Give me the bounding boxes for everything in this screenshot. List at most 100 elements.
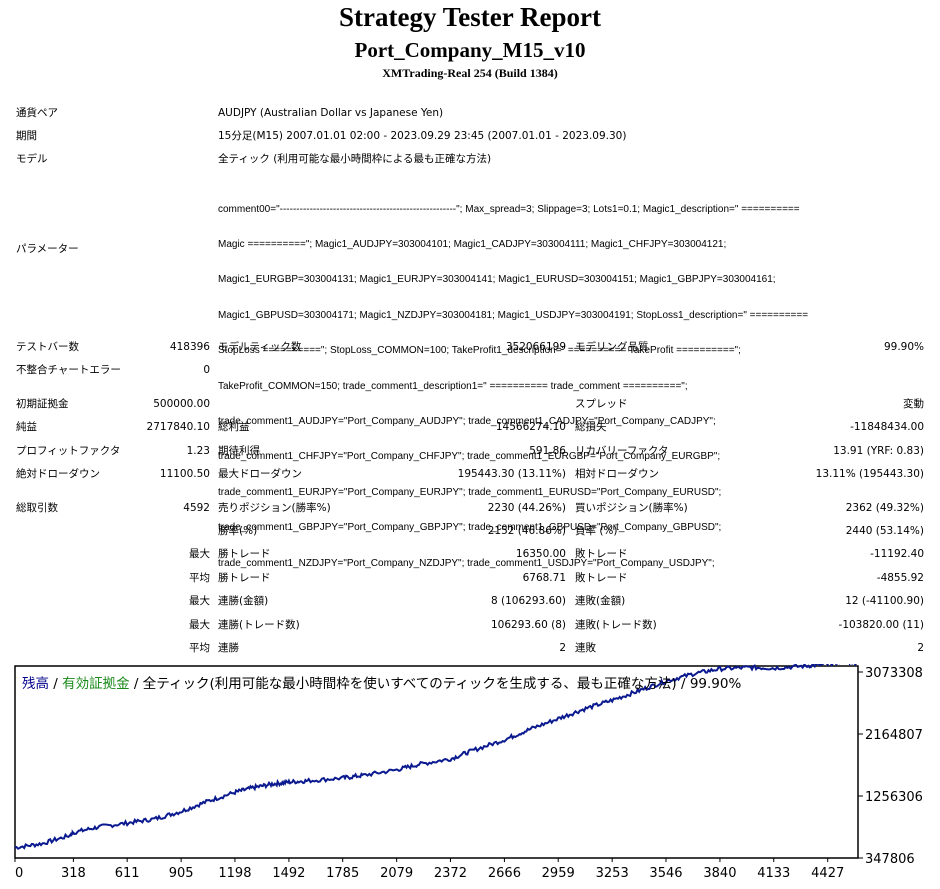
params-line: trade_comment1_EURJPY="Port_Company_EURJ… <box>218 486 722 498</box>
ticks-label: モデルティック数 <box>218 341 302 353</box>
max-loss-value: -11192.40 <box>870 548 924 560</box>
spread-value: 変動 <box>903 398 924 410</box>
gross-loss-label: 総損失 <box>575 421 607 433</box>
x-tick-label: 611 <box>115 866 140 881</box>
consec-win-trades-value: 106293.60 (8) <box>491 619 566 631</box>
avg-label: 平均 <box>189 642 210 654</box>
params-line: Magic1_EURGBP=303004131; Magic1_EURJPY=3… <box>218 274 776 286</box>
chart-title: 残高 / 有効証拠金 / 全ティック(利用可能な最小時間枠を使いすべてのティック… <box>22 672 741 692</box>
quality-label: モデリング品質 <box>575 341 649 353</box>
params-line: Magic =========="; Magic1_AUDJPY=3030041… <box>218 238 727 250</box>
max-label: 最大 <box>189 548 210 560</box>
chart-title-sep: / <box>49 676 63 692</box>
pf-label: プロフィットファクタ <box>16 445 121 457</box>
x-tick-label: 2666 <box>488 866 521 881</box>
bars-label: テストバー数 <box>16 341 79 353</box>
gross-profit-value: 14566274.10 <box>495 421 566 433</box>
avg-win-value: 6768.71 <box>522 572 566 584</box>
max-loss-label: 敗トレード <box>575 548 628 560</box>
y-tick-label: 1256306 <box>865 790 923 805</box>
recovery-label: リカバリーファクタ <box>575 445 669 457</box>
consec-win-money-value: 8 (106293.60) <box>491 595 566 607</box>
x-tick-label: 2959 <box>542 866 575 881</box>
pair-value: AUDJPY (Australian Dollar vs Japanese Ye… <box>218 107 444 119</box>
server-info: XMTrading-Real 254 (Build 1384) <box>382 66 558 80</box>
win-rate-value: 2152 (46.86%) <box>487 525 566 537</box>
x-tick-label: 3253 <box>596 866 629 881</box>
consec-loss-money-value: 12 (-41100.90) <box>845 595 924 607</box>
y-tick-label: 2164807 <box>865 728 923 743</box>
max-dd-label: 最大ドローダウン <box>218 468 302 480</box>
spread-label: スプレッド <box>575 398 628 410</box>
max-dd-value: 195443.30 (13.11%) <box>457 468 566 480</box>
params-line: trade_comment1_CHFJPY="Port_Company_CHFJ… <box>218 451 721 463</box>
params-label: パラメーター <box>16 243 79 255</box>
consec-loss-trades-label: 連敗(トレード数) <box>575 619 657 631</box>
rel-dd-value: 13.11% (195443.30) <box>815 468 924 480</box>
x-tick-label: 2079 <box>380 866 413 881</box>
equity-chart: 0 318 611 905 1198 1492 1785 2079 2372 2666 2959 32… <box>0 664 940 889</box>
net-label: 純益 <box>16 421 37 433</box>
short-label: 売りポジション(勝率%) <box>218 502 331 514</box>
avg-loss-label: 敗トレード <box>575 572 628 584</box>
deposit-value: 500000.00 <box>153 398 210 410</box>
pf-value: 1.23 <box>186 445 210 457</box>
consec-loss-trades-value: -103820.00 (11) <box>838 619 924 631</box>
params-line: Magic1_GBPUSD=303004171; Magic1_NZDJPY=3… <box>218 309 809 321</box>
max-win-value: 16350.00 <box>515 548 566 560</box>
consec-loss-money-label: 連敗(金額) <box>575 595 626 607</box>
avg-loss-value: -4855.92 <box>876 572 924 584</box>
long-value: 2362 (49.32%) <box>845 502 924 514</box>
y-tick-label: 347806 <box>865 852 915 867</box>
max-label: 最大 <box>189 619 210 631</box>
params-line: comment00="-----------------------------… <box>218 203 800 215</box>
report-title: Strategy Tester Report <box>339 2 601 32</box>
period-label: 期間 <box>16 130 37 142</box>
consec-win-money-label: 連勝(金額) <box>218 595 269 607</box>
params-line: trade_comment1_AUDJPY="Port_Company_AUDJ… <box>218 415 716 427</box>
mismatch-label: 不整合チャートエラー <box>16 364 121 376</box>
balance-line <box>14 664 858 850</box>
params-line: trade_comment1_GBPJPY="Port_Company_GBPJ… <box>218 522 722 534</box>
params-line: TakeProfit_COMMON=150; trade_comment1_de… <box>218 380 688 392</box>
net-value: 2717840.10 <box>146 421 210 433</box>
period-value: 15分足(M15) 2007.01.01 02:00 - 2023.09.29 … <box>218 130 627 142</box>
gross-profit-label: 総利益 <box>218 421 250 433</box>
total-trades-value: 4592 <box>183 502 210 514</box>
params-line: StopLoss =========="; StopLoss_COMMON=10… <box>218 345 741 357</box>
x-tick-label: 2372 <box>434 866 467 881</box>
avg-label: 平均 <box>189 572 210 584</box>
chart-title-balance: 残高 <box>22 676 49 692</box>
params-line: trade_comment1_NZDJPY="Port_Company_NZDJ… <box>218 557 715 569</box>
short-value: 2230 (44.26%) <box>487 502 566 514</box>
avg-consec-win-label: 連勝 <box>218 642 239 654</box>
x-tick-label: 905 <box>169 866 194 881</box>
long-label: 買いポジション(勝率%) <box>575 502 688 514</box>
chart-svg: 0 318 611 905 1198 1492 1785 2079 2372 2666 2959 32… <box>14 664 923 881</box>
quality-value: 99.90% <box>883 341 924 353</box>
x-tick-label: 4133 <box>757 866 790 881</box>
chart-title-rest: / 全ティック(利用可能な最小時間枠を使いすべてのティックを生成する、最も正確な… <box>129 676 742 692</box>
x-tick-label: 318 <box>61 866 86 881</box>
win-rate-label: 勝率(%) <box>218 525 258 537</box>
abs-dd-value: 11100.50 <box>159 468 210 480</box>
expected-value: 591.86 <box>529 445 566 457</box>
y-tick-label: 3073308 <box>865 666 923 681</box>
rel-dd-label: 相対ドローダウン <box>575 468 659 480</box>
max-label: 最大 <box>189 595 210 607</box>
x-tick-label: 1785 <box>326 866 359 881</box>
loss-rate-label: 負率 (%) <box>575 525 618 537</box>
x-tick-label: 4427 <box>811 866 844 881</box>
chart-title-equity: 有効証拠金 <box>62 676 130 692</box>
gross-loss-value: -11848434.00 <box>850 421 924 433</box>
pair-label: 通貨ペア <box>16 107 58 119</box>
x-tick-label: 0 <box>15 866 23 881</box>
x-tick-label: 1198 <box>218 866 251 881</box>
mismatch-value: 0 <box>203 364 210 376</box>
model-label: モデル <box>16 153 48 165</box>
total-trades-label: 総取引数 <box>16 502 58 514</box>
avg-consec-win-value: 2 <box>559 642 566 654</box>
params-text: comment00="-----------------------------… <box>218 180 928 581</box>
ticks-value: 352066199 <box>505 341 566 353</box>
max-win-label: 勝トレード <box>218 548 271 560</box>
